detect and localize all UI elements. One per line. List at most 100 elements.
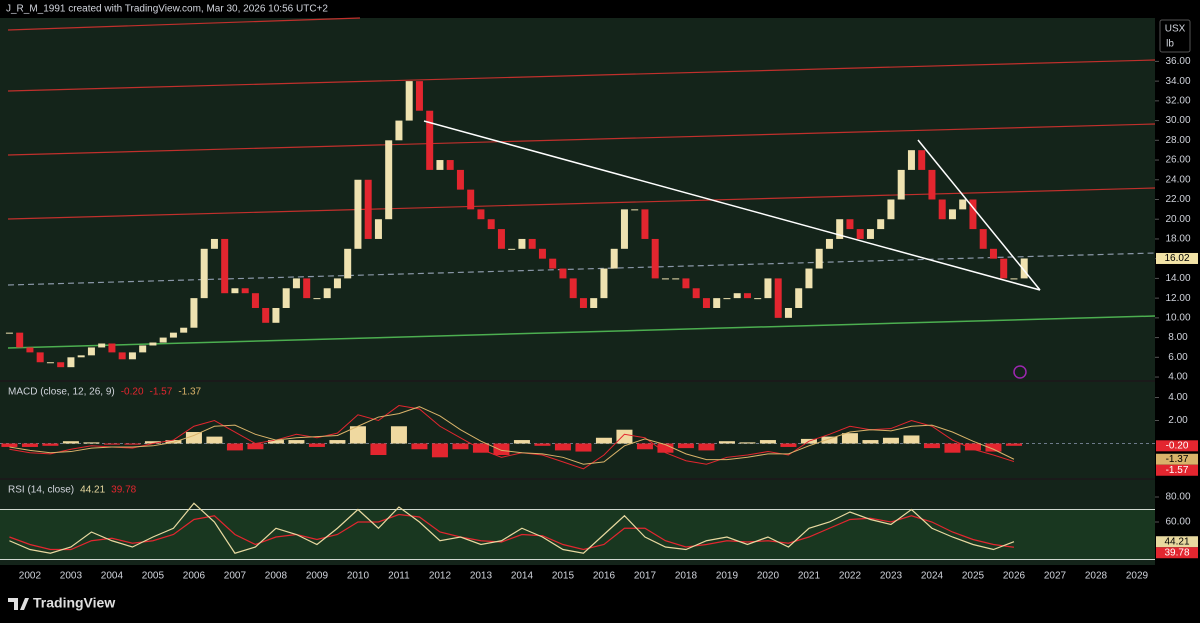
y-tick-label: 36.00 [1165, 56, 1190, 67]
histogram-bar [1005, 443, 1022, 446]
x-tick-label: 2005 [142, 571, 165, 582]
y-tick-label: 2.00 [1168, 415, 1188, 426]
x-tick-label: 2025 [962, 571, 985, 582]
candle [436, 160, 444, 170]
value-box [1156, 547, 1198, 559]
histogram-bar [288, 440, 305, 444]
histogram-bar [472, 443, 489, 453]
candle [333, 278, 341, 289]
histogram-bar [780, 443, 797, 447]
candle [631, 209, 639, 211]
candle [282, 288, 290, 308]
histogram-bar [985, 443, 1002, 452]
logo [8, 598, 29, 610]
x-tick-label: 2014 [511, 571, 534, 582]
candle [190, 298, 198, 328]
candle [344, 248, 352, 279]
candle [241, 288, 249, 294]
candle [959, 199, 967, 210]
histogram-bar [185, 432, 202, 444]
candle [979, 229, 987, 249]
value-label: 44.21 [1164, 536, 1189, 547]
y-tick-label: 34.00 [1165, 76, 1190, 87]
candle [651, 238, 659, 279]
candle [67, 357, 75, 368]
value-box [1156, 252, 1198, 264]
candle [128, 352, 136, 360]
channel-line [7, 187, 1156, 220]
x-tick-label: 2029 [1126, 571, 1149, 582]
histogram-bar [124, 443, 141, 445]
histogram-bar [267, 440, 284, 444]
candle [292, 278, 300, 289]
candle [743, 293, 751, 299]
candle [928, 169, 936, 200]
candle [77, 355, 85, 358]
x-tick-label: 2016 [593, 571, 616, 582]
histogram-bar [83, 442, 100, 444]
candle [672, 278, 680, 280]
histogram-bar [390, 426, 407, 444]
event-icon[interactable] [1013, 365, 1027, 379]
candle [713, 298, 721, 308]
value-box [1156, 536, 1198, 548]
candle [784, 307, 792, 318]
candle [846, 219, 854, 230]
legend-entry: 39.78 [111, 485, 136, 496]
histogram-bar [862, 440, 879, 444]
x-tick-label: 2017 [634, 571, 657, 582]
y-tick-label: 28.00 [1165, 135, 1190, 146]
histogram-bar [657, 443, 674, 453]
x-tick-label: 2027 [1044, 571, 1067, 582]
histogram-bar [575, 443, 592, 452]
candle [405, 81, 413, 121]
histogram-bar [329, 440, 346, 444]
legend-entry: RSI (14, close) [8, 485, 74, 496]
histogram-bar [42, 443, 59, 446]
histogram-bar [247, 443, 264, 450]
candle [856, 229, 864, 239]
value-box [1156, 464, 1198, 476]
candle [692, 288, 700, 299]
candle [538, 248, 546, 259]
support-line [7, 315, 1156, 349]
histogram-bar [431, 443, 448, 458]
candle [528, 238, 536, 249]
y-tick-label: 4.00 [1168, 372, 1188, 383]
logo-icon [8, 598, 29, 610]
histogram-bar [821, 436, 838, 444]
histogram-bar [923, 443, 940, 449]
candle [415, 81, 423, 111]
x-tick-label: 2024 [921, 571, 944, 582]
candle [815, 248, 823, 269]
candle [87, 347, 95, 356]
series-line [9, 513, 1015, 551]
candle [805, 268, 813, 289]
histogram-bar [616, 429, 633, 444]
histogram-bar [452, 443, 469, 450]
candle [508, 248, 516, 250]
candle [385, 140, 393, 220]
value-label: -1.57 [1166, 465, 1189, 476]
brand: TradingView [33, 595, 115, 611]
x-tick-label: 2011 [388, 571, 410, 582]
y-tick-label: 14.00 [1165, 273, 1190, 284]
candle [661, 278, 669, 280]
candle [497, 229, 505, 249]
x-tick-label: 2008 [265, 571, 288, 582]
candle [36, 352, 44, 363]
value-label: 39.78 [1164, 547, 1189, 558]
value-label: 16.02 [1164, 253, 1189, 264]
candle [210, 238, 218, 249]
x-tick-label: 2010 [347, 571, 370, 582]
legend-entry: MACD (close, 12, 26, 9) [8, 387, 115, 398]
x-tick-label: 2002 [19, 571, 42, 582]
candle [579, 298, 587, 308]
candle [620, 209, 628, 249]
channel-line [7, 17, 361, 31]
histogram-bar [739, 442, 756, 444]
x-tick-label: 2006 [183, 571, 206, 582]
y-tick-label: 10.00 [1165, 312, 1190, 323]
candle [989, 248, 997, 259]
candle [221, 238, 229, 294]
